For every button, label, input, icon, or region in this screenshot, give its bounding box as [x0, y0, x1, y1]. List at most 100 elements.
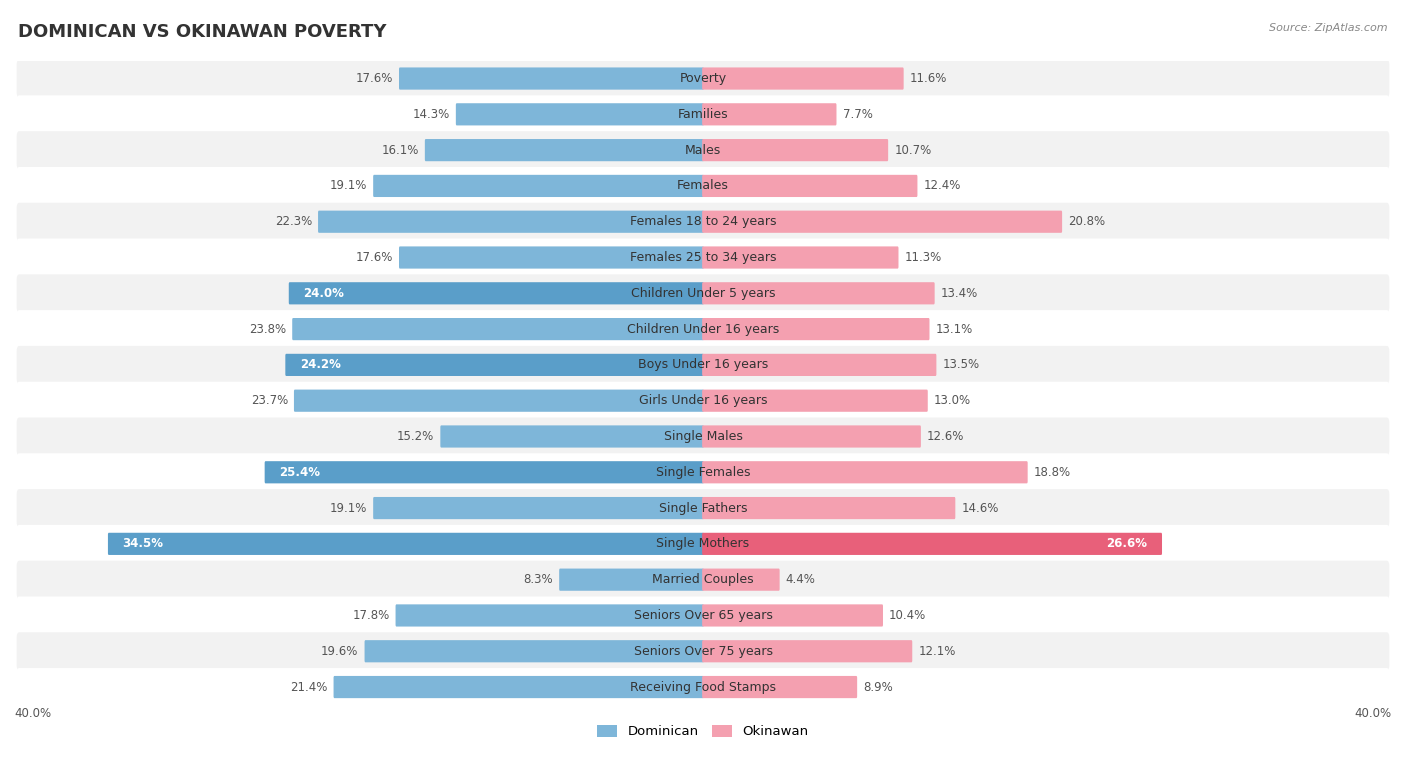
FancyBboxPatch shape [373, 175, 704, 197]
Text: Seniors Over 65 years: Seniors Over 65 years [634, 609, 772, 622]
Text: 13.5%: 13.5% [942, 359, 980, 371]
Text: Poverty: Poverty [679, 72, 727, 85]
FancyBboxPatch shape [702, 175, 918, 197]
FancyBboxPatch shape [294, 390, 704, 412]
FancyBboxPatch shape [288, 282, 704, 305]
Text: 25.4%: 25.4% [280, 465, 321, 479]
FancyBboxPatch shape [17, 525, 1389, 563]
FancyBboxPatch shape [702, 568, 780, 590]
Text: 8.9%: 8.9% [863, 681, 893, 694]
Text: Females 18 to 24 years: Females 18 to 24 years [630, 215, 776, 228]
Text: 12.6%: 12.6% [927, 430, 965, 443]
FancyBboxPatch shape [702, 533, 1161, 555]
FancyBboxPatch shape [399, 67, 704, 89]
Text: 11.6%: 11.6% [910, 72, 948, 85]
Legend: Dominican, Okinawan: Dominican, Okinawan [592, 719, 814, 744]
Text: 21.4%: 21.4% [290, 681, 328, 694]
Text: 8.3%: 8.3% [523, 573, 553, 586]
Text: Source: ZipAtlas.com: Source: ZipAtlas.com [1270, 23, 1388, 33]
Text: Seniors Over 75 years: Seniors Over 75 years [634, 645, 772, 658]
Text: Families: Families [678, 108, 728, 121]
FancyBboxPatch shape [17, 96, 1389, 133]
FancyBboxPatch shape [285, 354, 704, 376]
FancyBboxPatch shape [702, 425, 921, 447]
Text: 23.7%: 23.7% [250, 394, 288, 407]
Text: 17.6%: 17.6% [356, 251, 392, 264]
Text: 40.0%: 40.0% [1355, 706, 1392, 720]
Text: 19.6%: 19.6% [321, 645, 359, 658]
FancyBboxPatch shape [702, 211, 1062, 233]
FancyBboxPatch shape [395, 604, 704, 627]
FancyBboxPatch shape [318, 211, 704, 233]
Text: 13.0%: 13.0% [934, 394, 972, 407]
Text: 11.3%: 11.3% [904, 251, 942, 264]
FancyBboxPatch shape [17, 453, 1389, 491]
FancyBboxPatch shape [425, 139, 704, 161]
Text: 13.1%: 13.1% [935, 323, 973, 336]
Text: Girls Under 16 years: Girls Under 16 years [638, 394, 768, 407]
Text: 12.4%: 12.4% [924, 180, 960, 193]
Text: DOMINICAN VS OKINAWAN POVERTY: DOMINICAN VS OKINAWAN POVERTY [18, 23, 387, 41]
FancyBboxPatch shape [702, 246, 898, 268]
FancyBboxPatch shape [17, 632, 1389, 670]
FancyBboxPatch shape [440, 425, 704, 447]
Text: 20.8%: 20.8% [1069, 215, 1105, 228]
FancyBboxPatch shape [17, 167, 1389, 205]
FancyBboxPatch shape [702, 354, 936, 376]
FancyBboxPatch shape [702, 497, 955, 519]
FancyBboxPatch shape [373, 497, 704, 519]
FancyBboxPatch shape [17, 382, 1389, 420]
FancyBboxPatch shape [17, 418, 1389, 456]
FancyBboxPatch shape [702, 282, 935, 305]
FancyBboxPatch shape [17, 668, 1389, 706]
Text: Receiving Food Stamps: Receiving Food Stamps [630, 681, 776, 694]
Text: 14.3%: 14.3% [412, 108, 450, 121]
FancyBboxPatch shape [702, 139, 889, 161]
FancyBboxPatch shape [702, 103, 837, 125]
FancyBboxPatch shape [17, 561, 1389, 599]
FancyBboxPatch shape [702, 390, 928, 412]
FancyBboxPatch shape [702, 461, 1028, 484]
FancyBboxPatch shape [292, 318, 704, 340]
FancyBboxPatch shape [17, 489, 1389, 527]
Text: 34.5%: 34.5% [122, 537, 163, 550]
Text: 22.3%: 22.3% [274, 215, 312, 228]
FancyBboxPatch shape [17, 310, 1389, 348]
Text: 26.6%: 26.6% [1107, 537, 1147, 550]
FancyBboxPatch shape [17, 274, 1389, 312]
Text: 17.6%: 17.6% [356, 72, 392, 85]
FancyBboxPatch shape [702, 318, 929, 340]
FancyBboxPatch shape [560, 568, 704, 590]
Text: Married Couples: Married Couples [652, 573, 754, 586]
Text: 10.4%: 10.4% [889, 609, 927, 622]
Text: 24.0%: 24.0% [304, 287, 344, 300]
Text: Single Mothers: Single Mothers [657, 537, 749, 550]
FancyBboxPatch shape [17, 597, 1389, 634]
Text: 40.0%: 40.0% [14, 706, 51, 720]
FancyBboxPatch shape [17, 131, 1389, 169]
FancyBboxPatch shape [17, 60, 1389, 98]
Text: Children Under 16 years: Children Under 16 years [627, 323, 779, 336]
FancyBboxPatch shape [17, 346, 1389, 384]
Text: 16.1%: 16.1% [381, 143, 419, 157]
FancyBboxPatch shape [702, 676, 858, 698]
Text: 18.8%: 18.8% [1033, 465, 1071, 479]
Text: 4.4%: 4.4% [786, 573, 815, 586]
FancyBboxPatch shape [333, 676, 704, 698]
FancyBboxPatch shape [702, 604, 883, 627]
FancyBboxPatch shape [702, 67, 904, 89]
Text: Females 25 to 34 years: Females 25 to 34 years [630, 251, 776, 264]
Text: 7.7%: 7.7% [842, 108, 872, 121]
Text: Single Fathers: Single Fathers [659, 502, 747, 515]
Text: 14.6%: 14.6% [962, 502, 998, 515]
FancyBboxPatch shape [399, 246, 704, 268]
Text: Males: Males [685, 143, 721, 157]
Text: Boys Under 16 years: Boys Under 16 years [638, 359, 768, 371]
FancyBboxPatch shape [17, 202, 1389, 241]
Text: Single Females: Single Females [655, 465, 751, 479]
Text: 12.1%: 12.1% [918, 645, 956, 658]
Text: 15.2%: 15.2% [396, 430, 434, 443]
FancyBboxPatch shape [456, 103, 704, 125]
FancyBboxPatch shape [364, 641, 704, 662]
FancyBboxPatch shape [264, 461, 704, 484]
